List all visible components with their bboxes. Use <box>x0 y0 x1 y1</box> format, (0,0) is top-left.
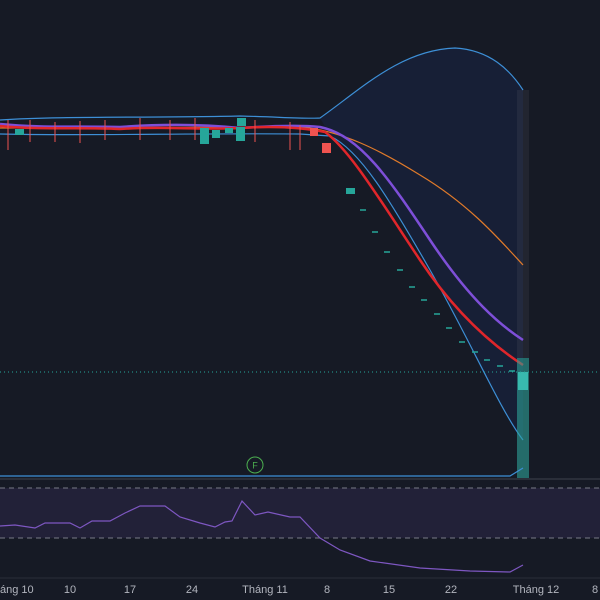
band-fill <box>320 48 523 440</box>
rsi-band <box>0 488 600 538</box>
lower-band <box>0 133 524 441</box>
upper-band <box>0 47 524 121</box>
x-tick-label: 17 <box>124 584 136 596</box>
x-axis: áng 10 10 17 24 Tháng 11 8 15 22 Tháng 12 8 <box>0 584 598 596</box>
x-tick-label: 22 <box>445 584 457 596</box>
orange-line <box>0 126 524 266</box>
volume-bar <box>517 358 529 478</box>
x-tick-label: 10 <box>64 584 76 596</box>
volume-line <box>0 467 524 477</box>
rsi-line <box>0 499 524 573</box>
x-tick-label: 24 <box>186 584 198 596</box>
x-tick-label: 8 <box>592 584 598 596</box>
x-tick-label: Tháng 12 <box>513 584 559 596</box>
red-line <box>0 124 524 367</box>
x-tick-label: áng 10 <box>0 584 34 596</box>
x-tick-label: 8 <box>324 584 330 596</box>
candles <box>7 118 528 390</box>
purple-line <box>0 122 524 342</box>
x-tick-label: Tháng 11 <box>242 584 288 596</box>
event-marker <box>246 456 264 474</box>
event-marker-label: F <box>252 460 258 470</box>
x-tick-label: 15 <box>383 584 395 596</box>
